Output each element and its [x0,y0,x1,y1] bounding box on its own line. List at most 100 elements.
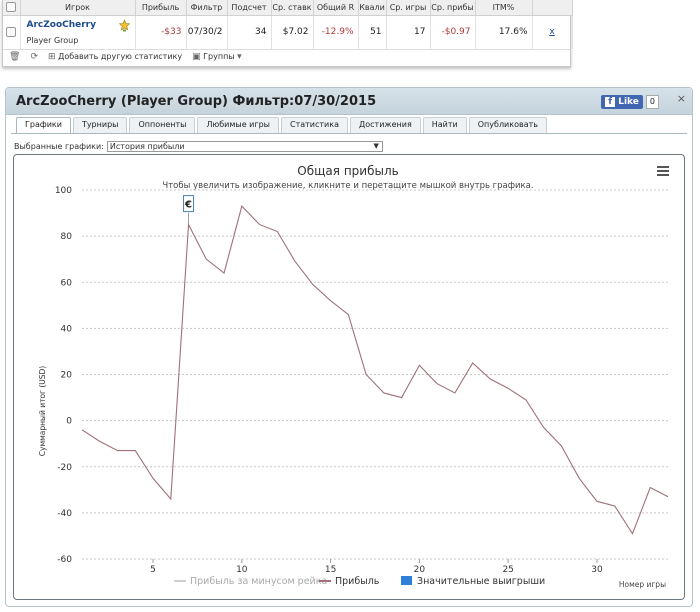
legend-label: Прибыль за минусом рейка [190,576,327,587]
count-cell: 34 [227,15,272,49]
chart-select[interactable]: История прибыли ▼ [106,141,383,152]
facebook-like: f Like 0 [601,95,659,109]
like-label: Like [618,97,639,107]
chart-select-value: История прибыли [109,142,185,151]
x-axis-ticks: 5 10 15 20 25 30 [150,559,603,575]
profit-cell: -$33 [135,15,187,49]
avg-stake-cell: $7.02 [271,15,314,49]
facebook-like-button[interactable]: f Like [601,95,643,109]
chart-grid [82,189,668,560]
column-header[interactable]: Квали [358,0,387,16]
chart-selector-label: Выбранные графики: [14,142,104,151]
y-tick-label: 40 [61,324,73,334]
trash-icon[interactable]: 🗑 [9,52,21,62]
column-header [532,0,573,16]
groups-label: Группы [203,52,235,61]
tab-publish[interactable]: Опубликовать [468,117,547,133]
itm-cell: 17.6% [475,15,533,49]
tab-tournaments[interactable]: Турниры [72,117,128,133]
tab-bar: Графики Турниры Оппоненты Любимые игры С… [16,117,547,134]
euro-icon: € [184,200,192,211]
tab-divider [11,133,687,134]
y-tick-label: -40 [57,509,72,519]
tab-opponents[interactable]: Оппоненты [129,117,196,133]
y-axis-label: Суммарный итог (USD) [38,366,47,457]
select-all-checkbox[interactable] [6,2,17,13]
column-header[interactable]: Фильтр [186,0,228,16]
add-stat-label: Добавить другую статистику [58,52,183,61]
legend-label: Значительные выигрыши [417,576,545,587]
tab-favorite-games[interactable]: Любимые игры [197,117,279,133]
column-header[interactable]: Подсчет [227,0,272,16]
menu-icon[interactable] [657,166,669,176]
y-tick-label: 100 [55,186,72,196]
refresh-icon[interactable]: ⟳ [30,52,38,62]
select-all-header[interactable] [3,0,21,16]
column-header[interactable]: Ср. прибы [430,0,476,16]
add-column-icon: ⊞ [47,52,56,62]
row-select-cell[interactable] [3,15,21,49]
chart-subtitle: Чтобы увеличить изображение, кликните и … [162,181,533,191]
player-link[interactable]: ArcZooCherry [26,20,97,31]
chart-legend: Прибыль за минусом рейка Прибыль Значитель… [174,576,545,587]
legend-label: Прибыль [335,576,380,587]
x-tick-label: 5 [150,565,156,575]
remove-cell: x [532,15,573,49]
table-header-row: Игрок Прибыль Фильтр Подсчет Ср. ставк О… [3,0,573,16]
folder-icon: ▣ [192,52,201,62]
y-tick-label: -20 [57,463,72,473]
column-header[interactable]: Игрок [20,0,136,16]
column-header[interactable]: Прибыль [135,0,187,16]
tab-achievements[interactable]: Достижения [349,117,421,133]
chart-container[interactable]: Общая прибыль Чтобы увеличить изображени… [13,154,685,600]
facebook-icon: f [605,97,616,107]
table-toolbar: 🗑 ⟳ ⊞ Добавить другую статистику ▣ Групп… [3,49,570,64]
x-tick-label: 25 [502,565,513,575]
roi-cell: -12.9% [313,15,359,49]
player-group-label: Player Group [26,36,79,46]
qual-cell: 51 [358,15,387,49]
dropdown-arrow-icon: ▼ [373,142,379,150]
close-icon[interactable]: × [676,92,686,105]
legend-item[interactable]: Прибыль [319,576,380,587]
profit-chart[interactable]: Общая прибыль Чтобы увеличить изображени… [14,155,684,599]
y-tick-label: 60 [61,278,73,288]
add-stat-button[interactable]: ⊞ Добавить другую статистику [48,52,182,62]
x-tick-label: 10 [236,565,248,575]
x-tick-label: 15 [325,565,336,575]
big-win-marker[interactable]: € [183,195,195,225]
chart-selector-row: Выбранные графики: История прибыли ▼ [14,141,383,152]
x-tick-label: 30 [591,565,603,575]
stats-table-widget: Игрок Прибыль Фильтр Подсчет Ср. ставк О… [2,0,573,67]
y-tick-label: 0 [66,417,72,427]
column-header[interactable]: Ср. ставк [271,0,314,16]
legend-item[interactable]: Прибыль за минусом рейка [174,576,327,587]
tab-find[interactable]: Найти [422,117,467,133]
groups-dropdown[interactable]: ▣ Группы ▾ [192,52,242,62]
chart-title: Общая прибыль [297,164,398,178]
caret-down-icon: ▾ [237,52,242,62]
series-line-profit [81,205,669,535]
player-cell: ArcZooCherry Player Group [20,15,136,49]
x-tick-label: 20 [414,565,426,575]
x-axis-label: Номер игры [619,580,666,589]
y-tick-label: -60 [57,555,72,565]
panel-title: ArcZooCherry (Player Group) Фильтр:07/30… [16,94,377,109]
stats-table: Игрок Прибыль Фильтр Подсчет Ср. ставк О… [3,0,573,49]
panel-header: ArcZooCherry (Player Group) Фильтр:07/30… [6,88,692,115]
column-header[interactable]: Ср. игры [386,0,431,16]
legend-item[interactable]: Значительные выигрыши [401,576,545,587]
row-checkbox[interactable] [6,27,17,37]
legend-swatch [401,576,412,585]
like-count: 0 [645,95,659,109]
avg-profit-cell: -$0.97 [430,15,476,49]
tab-charts[interactable]: Графики [16,117,71,134]
avg-games-cell: 17 [386,15,431,49]
column-header[interactable]: Общий R [313,0,359,16]
table-row: ArcZooCherry Player Group -$33 07/30/2 3… [3,15,573,49]
remove-row-link[interactable]: x [549,27,555,38]
column-header[interactable]: ITM% [475,0,533,16]
marker-flag [183,195,195,213]
series-layer: € [81,195,669,535]
tab-statistics[interactable]: Статистика [280,117,348,133]
